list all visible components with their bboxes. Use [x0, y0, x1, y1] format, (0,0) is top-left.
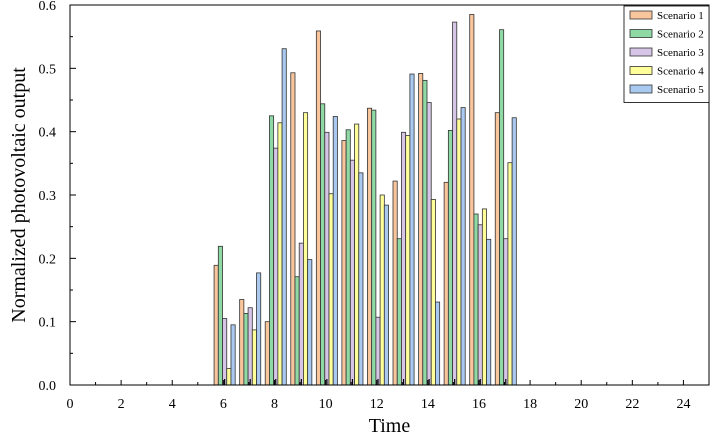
bar-4-t8 — [277, 122, 283, 386]
legend-swatch — [629, 10, 653, 20]
bar-5-t14 — [435, 301, 441, 386]
x-tick-label: 4 — [169, 397, 176, 412]
legend-swatch — [629, 29, 653, 38]
bar-2-t6 — [217, 245, 223, 386]
x-tick-label: 2 — [118, 397, 125, 412]
x-tick-label: 14 — [421, 397, 435, 412]
x-tick-label: 18 — [523, 397, 537, 412]
y-axis-title: Normalized photovoltaic output — [8, 67, 30, 323]
bar-4-t9 — [303, 112, 309, 386]
legend-swatch — [629, 84, 653, 94]
bar-5-t17 — [511, 117, 517, 386]
bar-2-t17 — [499, 29, 505, 386]
bar-1-t11 — [341, 140, 347, 386]
bar-5-t6 — [230, 324, 236, 386]
bar-1-t7 — [239, 299, 245, 386]
bar-1-t8 — [264, 321, 270, 386]
bar-1-t16 — [469, 14, 475, 386]
bar-3-t6 — [222, 318, 228, 386]
bar-5-t11 — [358, 172, 364, 386]
bar-2-t9 — [294, 276, 300, 386]
bar-1-t13 — [392, 180, 398, 386]
bar-5-t16 — [486, 238, 492, 386]
bar-4-t17 — [507, 162, 513, 386]
y-tick-label: 0.2 — [39, 252, 57, 267]
plot-frame — [69, 4, 710, 386]
bar-1-t15 — [443, 181, 449, 386]
bar-4-t16 — [481, 208, 487, 386]
x-tick-label: 16 — [472, 397, 486, 412]
bar-5-t9 — [307, 259, 313, 386]
y-tick-label: 0.4 — [39, 126, 57, 141]
legend-swatch — [629, 66, 653, 75]
bar-1-t14 — [418, 73, 424, 386]
bar-4-t10 — [328, 193, 334, 386]
legend-label: Scenario 3 — [657, 47, 704, 59]
bar-3-t16 — [477, 224, 483, 386]
y-tick-label: 0.3 — [39, 189, 57, 204]
x-tick-label: 0 — [67, 397, 74, 412]
bar-3-t9 — [298, 242, 304, 386]
bar-4-t14 — [430, 199, 436, 386]
bar-5-t13 — [409, 73, 415, 386]
bar-2-t14 — [422, 79, 428, 386]
bar-3-t13 — [401, 131, 407, 386]
legend-label: Scenario 1 — [657, 10, 704, 22]
x-tick-label: 20 — [574, 397, 588, 412]
y-tick-label: 0.5 — [39, 62, 57, 77]
bar-1-t12 — [367, 107, 373, 386]
legend: Scenario 1 Scenario 2 Scenario 3 Scenario 4… — [623, 5, 710, 103]
bar-2-t8 — [269, 115, 275, 386]
bar-3-t15 — [452, 21, 458, 386]
bar-3-t8 — [273, 147, 279, 386]
bar-4-t11 — [354, 123, 360, 386]
y-tick-label: 0.6 — [39, 0, 57, 14]
bar-3-t10 — [324, 131, 330, 386]
bar-5-t15 — [460, 107, 466, 386]
legend-label: Scenario 4 — [657, 66, 704, 78]
legend-swatch — [629, 47, 653, 57]
bar-2-t11 — [345, 129, 351, 386]
x-axis: 0 2 4 6 8 10 12 14 16 18 20 22 24 — [67, 380, 710, 412]
bar-3-t14 — [426, 102, 432, 386]
bar-5-t12 — [383, 204, 389, 386]
bar-3-t11 — [349, 159, 355, 386]
bar-4-t15 — [456, 118, 462, 386]
y-tick-label: 0.1 — [39, 316, 57, 331]
bar-5-t7 — [256, 272, 262, 386]
bar-1-t9 — [290, 72, 296, 386]
bar-1-t17 — [494, 112, 500, 386]
bars-group — [213, 14, 517, 386]
bar-2-t12 — [371, 109, 377, 386]
bar-5-t10 — [332, 116, 338, 386]
x-tick-label: 10 — [319, 397, 333, 412]
bar-3-t7 — [247, 307, 253, 386]
x-tick-label: 24 — [676, 397, 690, 412]
legend-label: Scenario 5 — [657, 84, 704, 96]
bar-4-t7 — [251, 329, 257, 386]
x-tick-label: 12 — [370, 397, 384, 412]
legend-label: Scenario 2 — [657, 29, 704, 41]
bar-2-t10 — [320, 103, 326, 386]
x-tick-label: 6 — [220, 397, 227, 412]
bar-2-t15 — [447, 129, 453, 386]
x-tick-label: 22 — [625, 397, 639, 412]
y-tick-label: 0.0 — [39, 379, 57, 394]
bar-2-t16 — [473, 213, 479, 386]
y-axis: 0.0 0.1 0.2 0.3 0.4 0.5 0.6 — [39, 0, 76, 394]
x-tick-label: 8 — [271, 397, 278, 412]
x-axis-title: Time — [369, 415, 411, 437]
bar-4-t12 — [379, 194, 385, 386]
bar-2-t13 — [396, 238, 402, 386]
bar-5-t8 — [281, 48, 287, 386]
bar-4-t6 — [226, 368, 232, 386]
bar-2-t7 — [243, 313, 249, 386]
bar-4-t13 — [405, 135, 411, 386]
bar-1-t10 — [315, 30, 321, 386]
bar-3-t17 — [503, 238, 509, 386]
bar-3-t12 — [375, 316, 381, 386]
bar-1-t6 — [213, 264, 219, 386]
